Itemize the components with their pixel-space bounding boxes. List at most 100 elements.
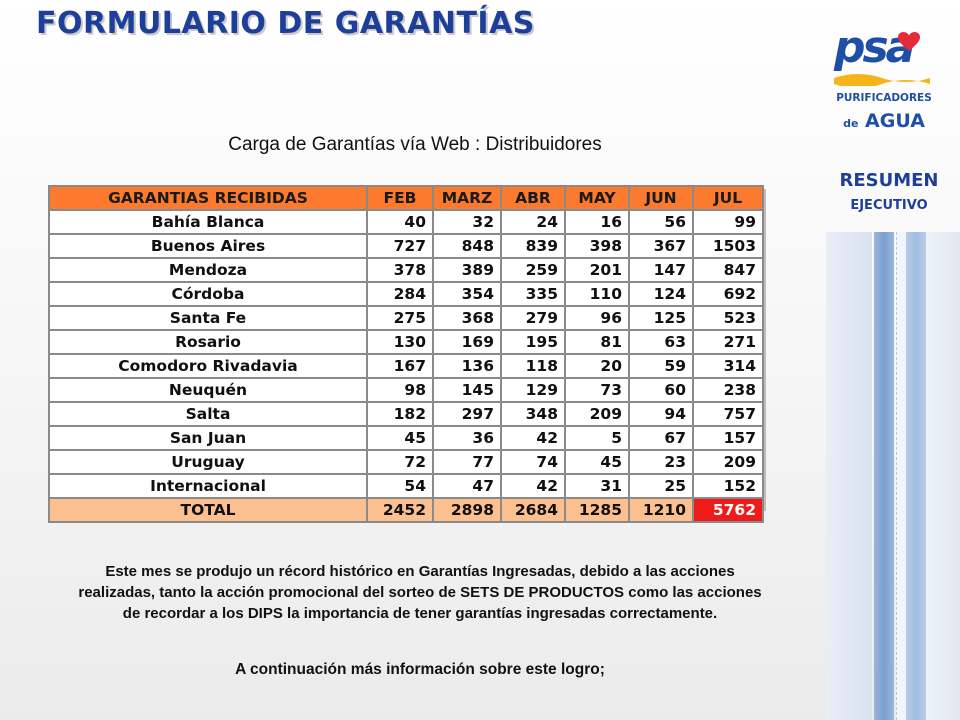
table-cell: 145 (432, 377, 502, 403)
table-cell: 94 (628, 401, 694, 427)
table-cell: 201 (564, 257, 630, 283)
column-header-month: MAY (564, 185, 630, 211)
region-name: Uruguay (48, 449, 368, 475)
table-cell: 125 (628, 305, 694, 331)
column-header-month: FEB (366, 185, 434, 211)
table-cell: 152 (692, 473, 764, 499)
table-cell: 45 (366, 425, 434, 451)
summary-paragraph: Este mes se produjo un récord histórico … (78, 563, 762, 622)
table-cell: 98 (366, 377, 434, 403)
table-cell: 42 (500, 425, 566, 451)
table-cell: 757 (692, 401, 764, 427)
table-cell: 73 (564, 377, 630, 403)
table-cell: 47 (432, 473, 502, 499)
table-cell: 74 (500, 449, 566, 475)
region-name: Internacional (48, 473, 368, 499)
table-cell: 839 (500, 233, 566, 259)
table-cell: 24 (500, 209, 566, 235)
table-row: Buenos Aires 727 848 839 398 367 1503 (48, 233, 764, 259)
table-cell: 169 (432, 329, 502, 355)
heart-icon (898, 32, 920, 51)
side-stripe (826, 232, 872, 720)
table-row: Santa Fe 275 368 279 96 125 523 (48, 305, 764, 331)
table-cell: 209 (564, 401, 630, 427)
table-cell: 147 (628, 257, 694, 283)
table-cell: 23 (628, 449, 694, 475)
table-body: Bahía Blanca 40 32 24 16 56 99 Buenos Aires 727 8… (48, 209, 764, 523)
logo-agua: de AGUA (834, 110, 934, 132)
region-name: Mendoza (48, 257, 368, 283)
region-name: Neuquén (48, 377, 368, 403)
table-row: Neuquén 98 145 129 73 60 238 (48, 377, 764, 403)
guarantees-table: GARANTIAS RECIBIDAS FEB MARZ ABR MAY JUN JUL B… (48, 185, 764, 523)
table-cell: 523 (692, 305, 764, 331)
table-cell: 297 (432, 401, 502, 427)
table-cell: 348 (500, 401, 566, 427)
table-cell: 63 (628, 329, 694, 355)
table-cell: 129 (500, 377, 566, 403)
table-cell: 72 (366, 449, 434, 475)
table-cell: 314 (692, 353, 764, 379)
table-cell: 167 (366, 353, 434, 379)
table-cell: 110 (564, 281, 630, 307)
table-cell: 60 (628, 377, 694, 403)
table-cell: 81 (564, 329, 630, 355)
resumen-label: RESUMEN (839, 170, 939, 191)
table-cell: 275 (366, 305, 434, 331)
side-stripe (926, 232, 960, 720)
table-cell: 1503 (692, 233, 764, 259)
table-cell: 67 (628, 425, 694, 451)
grand-total-cell: 5762 (692, 497, 764, 523)
table-cell: 118 (500, 353, 566, 379)
table-cell: 279 (500, 305, 566, 331)
table-row: Internacional 54 47 42 31 25 152 (48, 473, 764, 499)
followup-note: A continuación más información sobre est… (235, 661, 605, 678)
region-name: Comodoro Rivadavia (48, 353, 368, 379)
table-cell: 271 (692, 329, 764, 355)
logo-agua-word: AGUA (865, 110, 925, 132)
column-header-month: ABR (500, 185, 566, 211)
subtitle: Carga de Garantías vía Web : Distribuido… (228, 134, 602, 155)
table-cell: 2898 (432, 497, 502, 523)
table-cell: 96 (564, 305, 630, 331)
table-row: Uruguay 72 77 74 45 23 209 (48, 449, 764, 475)
table-cell: 2684 (500, 497, 566, 523)
table-cell: 157 (692, 425, 764, 451)
side-stripe (906, 232, 926, 720)
table-cell: 368 (432, 305, 502, 331)
table-cell: 124 (628, 281, 694, 307)
region-name: San Juan (48, 425, 368, 451)
table-cell: 209 (692, 449, 764, 475)
logo-de: de (843, 117, 859, 130)
table-row: Mendoza 378 389 259 201 147 847 (48, 257, 764, 283)
table-cell: 848 (432, 233, 502, 259)
table-total-row: TOTAL 2452 2898 2684 1285 1210 5762 (48, 497, 764, 523)
region-name: Rosario (48, 329, 368, 355)
table-cell: 398 (564, 233, 630, 259)
table-cell: 2452 (366, 497, 434, 523)
table-cell: 25 (628, 473, 694, 499)
table-cell: 20 (564, 353, 630, 379)
table-cell: 692 (692, 281, 764, 307)
table-cell: 99 (692, 209, 764, 235)
table-cell: 354 (432, 281, 502, 307)
table-cell: 238 (692, 377, 764, 403)
table-cell: 42 (500, 473, 566, 499)
column-header-month: JUL (692, 185, 764, 211)
table-cell: 367 (628, 233, 694, 259)
column-header-month: MARZ (432, 185, 502, 211)
table-cell: 1210 (628, 497, 694, 523)
table-cell: 195 (500, 329, 566, 355)
table-header-row: GARANTIAS RECIBIDAS FEB MARZ ABR MAY JUN JUL (48, 185, 764, 211)
table-cell: 54 (366, 473, 434, 499)
table-row: Córdoba 284 354 335 110 124 692 (48, 281, 764, 307)
table-cell: 56 (628, 209, 694, 235)
region-name: Córdoba (48, 281, 368, 307)
table-row: Comodoro Rivadavia 167 136 118 20 59 314 (48, 353, 764, 379)
table-cell: 847 (692, 257, 764, 283)
table-cell: 36 (432, 425, 502, 451)
table-cell: 77 (432, 449, 502, 475)
wave-icon (834, 74, 930, 86)
column-header-region: GARANTIAS RECIBIDAS (48, 185, 368, 211)
total-label: TOTAL (48, 497, 368, 523)
